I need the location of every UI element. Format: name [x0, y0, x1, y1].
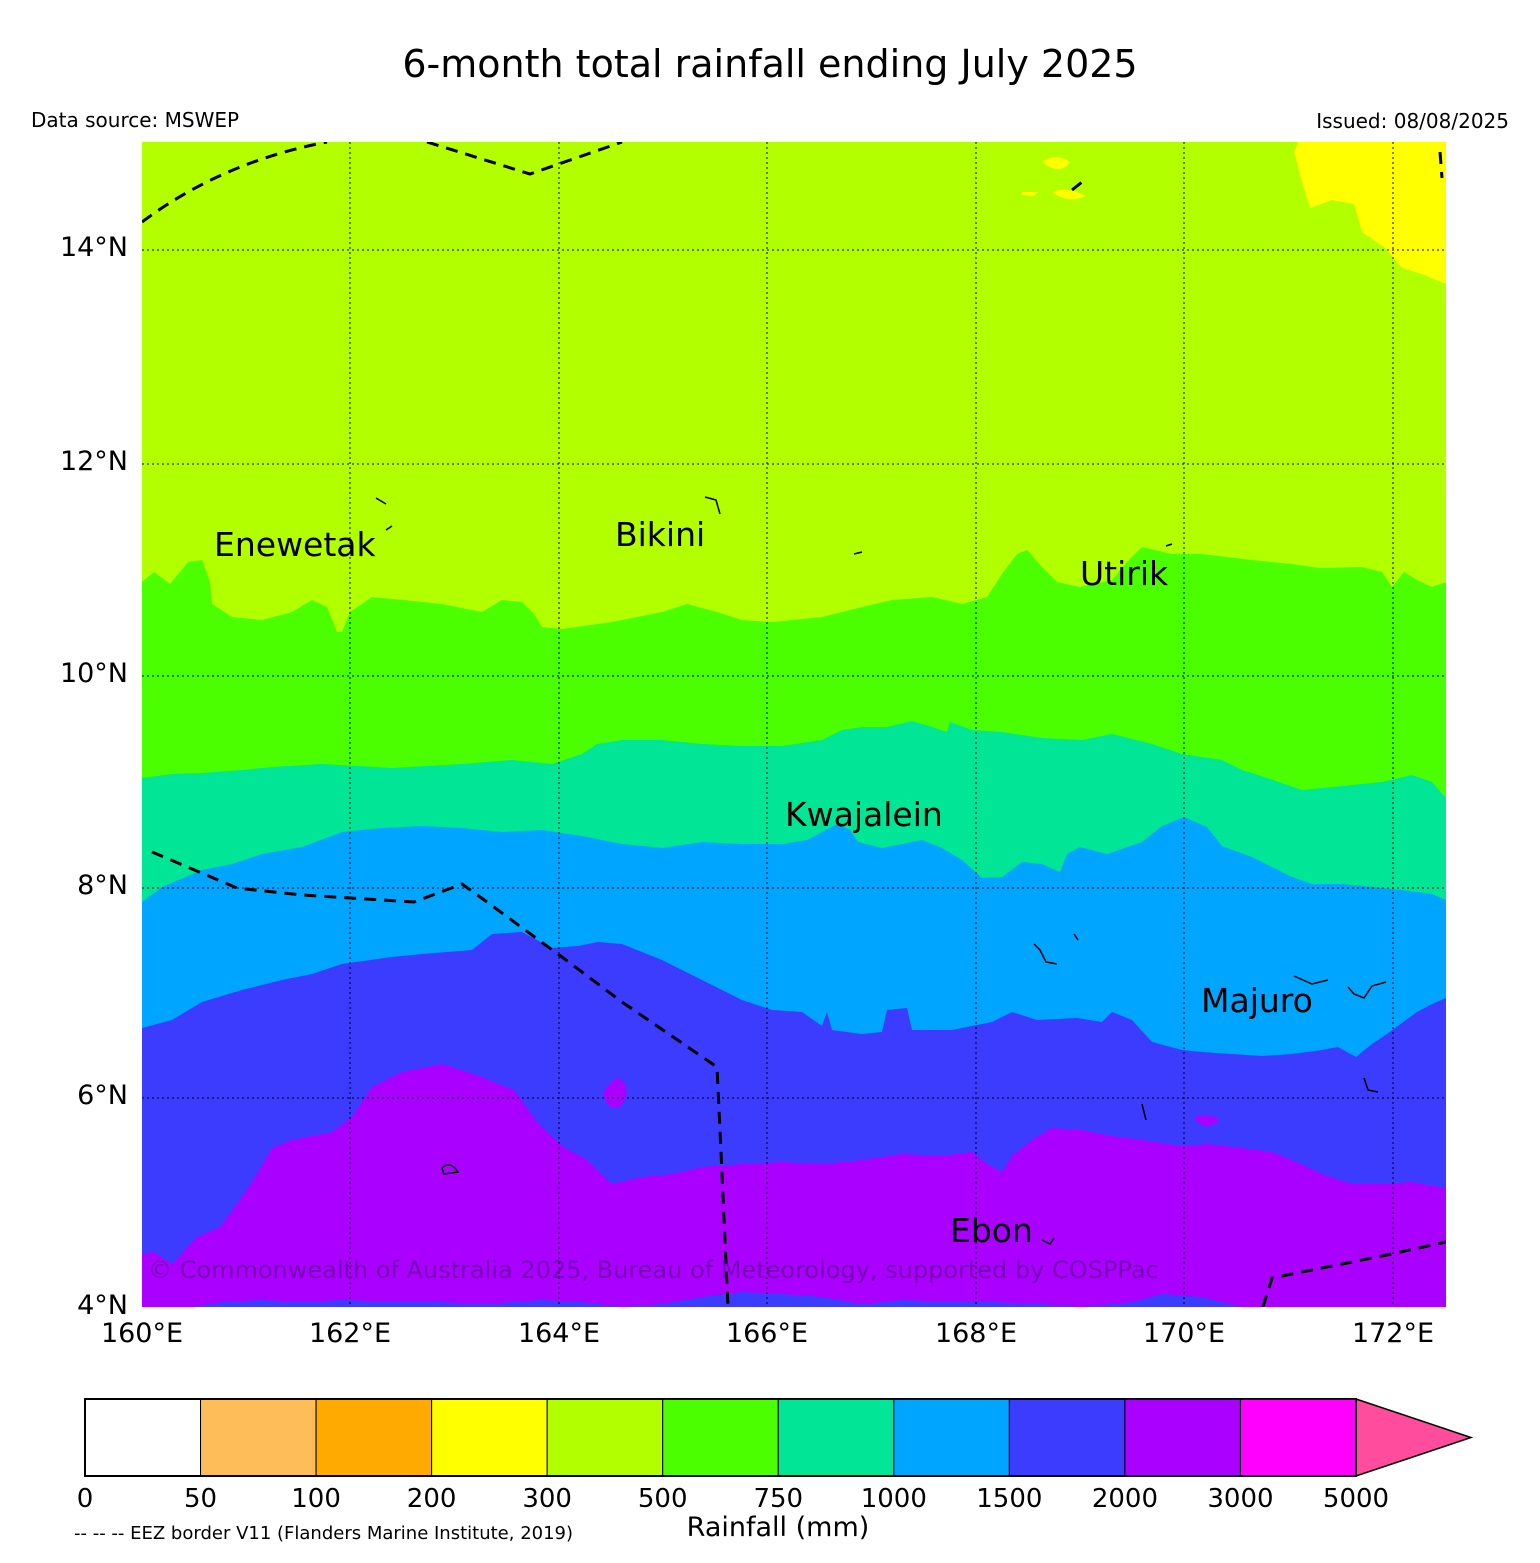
colorbar-extend-triangle: [1355, 1397, 1474, 1478]
lon-label-160e: 160°E: [100, 1318, 184, 1349]
colorbar-cell: [1008, 1398, 1126, 1477]
colorbar-tick-label: 500: [637, 1484, 688, 1514]
colorbar-cell: [777, 1398, 895, 1477]
place-majuro: Majuro: [1201, 981, 1313, 1020]
colorbar-cell: [315, 1398, 433, 1477]
colorbar: [84, 1397, 1474, 1478]
colorbar-tick-label: 200: [406, 1484, 457, 1514]
lon-label-168e: 168°E: [934, 1318, 1018, 1349]
colorbar-tick-label: 2000: [1091, 1484, 1158, 1514]
eez-legend-note: -- -- -- EEZ border V11 (Flanders Marine…: [74, 1523, 574, 1544]
lon-label-162e: 162°E: [308, 1318, 392, 1349]
colorbar-cell: [431, 1398, 548, 1477]
lat-label-6n: 6°N: [77, 1080, 128, 1111]
place-bikini: Bikini: [615, 515, 705, 554]
colorbar-tick-label: 300: [522, 1484, 572, 1514]
lon-label-166e: 166°E: [725, 1318, 809, 1349]
colorbar-tick-label: 1000: [860, 1484, 927, 1514]
rainfall-map: Enewetak Bikini Utirik Kwajalein Majuro …: [142, 142, 1446, 1307]
colorbar-tick-label: 50: [183, 1484, 218, 1514]
band-300-500: [1294, 142, 1446, 284]
band-3000-5000: [142, 1064, 1446, 1307]
colorbar-cell: [84, 1398, 202, 1477]
lon-label-170e: 170°E: [1142, 1318, 1226, 1349]
colorbar-tick-label: 5000: [1322, 1484, 1390, 1514]
colorbar-tick-label: 100: [291, 1484, 341, 1514]
lat-label-14n: 14°N: [59, 232, 128, 263]
colorbar-cell: [546, 1398, 664, 1477]
band-300-500-patch: [1022, 157, 1086, 200]
lat-label-10n: 10°N: [59, 658, 128, 689]
colorbar-tick-label: 0: [76, 1484, 94, 1514]
lat-label-12n: 12°N: [59, 446, 128, 477]
graticule: [142, 142, 1446, 1307]
lat-label-4n: 4°N: [77, 1290, 128, 1321]
place-kwajalein: Kwajalein: [785, 795, 943, 834]
place-utirik: Utirik: [1080, 554, 1169, 593]
data-source-label: Data source: MSWEP: [31, 108, 240, 132]
colorbar-cell: [893, 1398, 1010, 1477]
atolls: [375, 496, 1387, 1245]
colorbar-tick-label: 1500: [976, 1484, 1043, 1514]
place-ebon: Ebon: [950, 1211, 1033, 1250]
place-enewetak: Enewetak: [214, 525, 377, 564]
colorbar-cell: [1124, 1398, 1241, 1477]
colorbar-cell: [1239, 1398, 1357, 1477]
colorbar-frame: [84, 1398, 1357, 1477]
colorbar-cell: [200, 1398, 317, 1477]
colorbar-tick-label: 3000: [1207, 1484, 1274, 1514]
lon-label-172e: 172°E: [1351, 1318, 1435, 1349]
issued-date-label: Issued: 08/08/2025: [1316, 109, 1509, 133]
colorbar-label: Rainfall (mm): [686, 1512, 870, 1543]
lat-label-8n: 8°N: [77, 870, 128, 901]
colorbar-cell: [662, 1398, 779, 1477]
copyright-watermark: © Commonwealth of Australia 2025, Bureau…: [148, 1256, 1159, 1284]
map-title: 6-month total rainfall ending July 2025: [402, 42, 1138, 86]
colorbar-tick-label: 750: [753, 1484, 804, 1514]
lon-label-164e: 164°E: [517, 1318, 601, 1349]
eez-border: [142, 142, 1446, 1307]
